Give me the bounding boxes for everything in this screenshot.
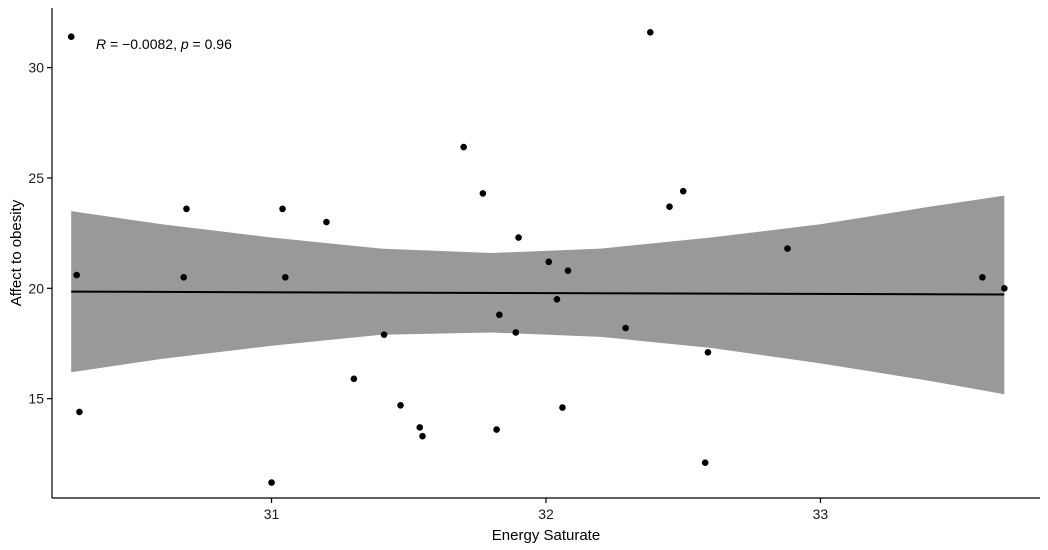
x-tick-label: 32 xyxy=(538,506,554,522)
r-symbol: R xyxy=(96,36,106,52)
confidence-band xyxy=(71,195,1005,395)
data-point xyxy=(350,375,358,383)
data-point xyxy=(281,273,289,281)
y-tick-label: 15 xyxy=(28,391,44,407)
data-point xyxy=(416,424,424,431)
x-axis-title: Energy Saturate xyxy=(492,527,600,544)
data-point xyxy=(545,258,553,266)
x-tick-label: 33 xyxy=(813,506,829,522)
x-ticks-layer: 31 32 33 xyxy=(264,498,829,522)
data-point xyxy=(73,271,80,279)
data-point xyxy=(76,408,83,416)
confidence-band-layer xyxy=(71,195,1005,395)
data-point xyxy=(493,426,500,433)
data-point xyxy=(701,459,709,466)
data-point xyxy=(622,324,629,332)
data-point xyxy=(512,329,520,336)
x-tick-label: 31 xyxy=(264,506,280,522)
data-point xyxy=(784,245,791,252)
data-point xyxy=(183,205,190,213)
p-value: = 0.96 xyxy=(189,36,232,52)
data-point xyxy=(515,234,522,241)
data-point xyxy=(666,203,673,210)
y-tick-label: 20 xyxy=(28,280,44,296)
data-point xyxy=(397,401,404,409)
data-point xyxy=(419,432,426,440)
data-point xyxy=(553,296,561,303)
data-points-layer xyxy=(67,28,1008,486)
regression-line-layer xyxy=(71,290,1005,296)
y-tick-label: 30 xyxy=(28,60,44,76)
correlation-annotation: R = −0.0082, p = 0.96 xyxy=(96,36,232,52)
data-point xyxy=(646,28,654,36)
data-point xyxy=(704,349,712,356)
data-point xyxy=(460,143,467,151)
data-point xyxy=(479,190,487,197)
y-ticks-layer: 15 20 25 30 xyxy=(28,60,52,407)
data-point xyxy=(496,311,503,319)
data-point xyxy=(979,273,986,281)
regression-line xyxy=(71,290,1005,296)
data-point xyxy=(323,218,330,226)
r-value: = −0.0082, xyxy=(106,36,181,52)
y-tick-label: 25 xyxy=(28,170,44,186)
data-point xyxy=(559,404,566,411)
y-axis-title: Affect to obesity xyxy=(8,199,25,306)
data-point xyxy=(1001,285,1008,292)
data-point xyxy=(67,33,75,40)
data-point xyxy=(564,267,572,274)
data-point xyxy=(679,187,687,195)
p-symbol: p xyxy=(180,36,189,52)
data-point xyxy=(268,479,275,486)
data-point xyxy=(380,331,388,338)
data-point xyxy=(279,205,286,213)
data-point xyxy=(180,273,188,281)
